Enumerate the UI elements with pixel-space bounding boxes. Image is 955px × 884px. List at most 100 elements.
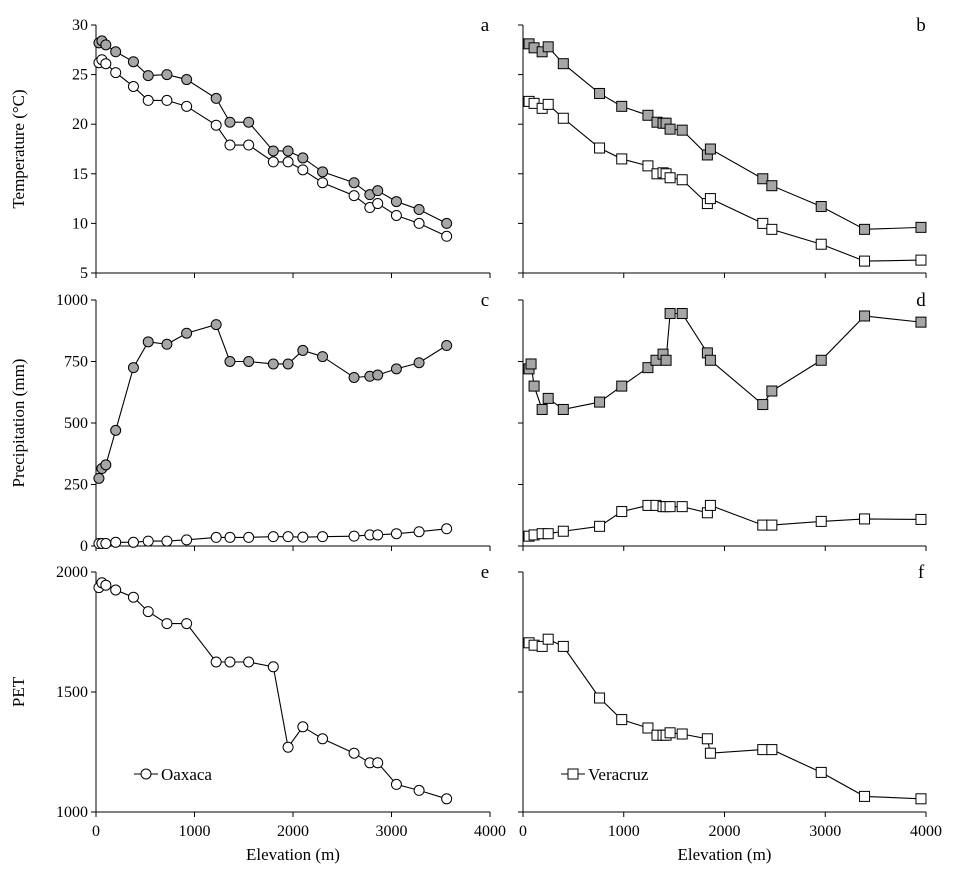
legend-label: Veracruz (588, 765, 649, 784)
y-axis-title: Temperature (°C) (9, 89, 28, 208)
data-point (127, 536, 139, 548)
series-line (528, 43, 921, 230)
data-point (536, 640, 548, 652)
x-tick-label: 4000 (474, 823, 506, 840)
data-point (542, 41, 554, 53)
data-point (757, 217, 769, 229)
series-line (528, 100, 921, 262)
data-point (815, 766, 827, 778)
data-point (441, 793, 453, 805)
data-point (766, 385, 778, 397)
data-point (161, 618, 173, 630)
data-point (915, 254, 927, 266)
data-point (757, 744, 769, 756)
data-point (557, 58, 569, 70)
data-point (528, 380, 540, 392)
data-point (100, 459, 112, 471)
data-point (142, 70, 154, 82)
y-tick-label: 2000 (56, 564, 88, 581)
data-point (100, 58, 112, 70)
y-tick-label: 1000 (56, 804, 88, 821)
y-tick-label: 30 (72, 17, 88, 34)
y-tick-label: 250 (64, 477, 88, 494)
data-point (413, 204, 425, 216)
x-axis-title: Elevation (m) (246, 845, 340, 864)
data-point (815, 515, 827, 527)
panel-letter: c (481, 290, 489, 311)
data-point (390, 209, 402, 221)
data-point (594, 87, 606, 99)
data-point (704, 193, 716, 205)
data-point (267, 156, 279, 168)
y-tick-label: 1000 (56, 292, 88, 309)
data-point (282, 358, 294, 370)
data-point (348, 530, 360, 542)
data-point (243, 656, 255, 668)
data-point (594, 142, 606, 154)
data-point (267, 145, 279, 157)
data-point (664, 172, 676, 184)
data-point (642, 722, 654, 734)
data-point (243, 116, 255, 128)
data-point (859, 790, 871, 802)
data-point (441, 340, 453, 352)
data-point (224, 116, 236, 128)
data-point (267, 661, 279, 673)
data-point (413, 357, 425, 369)
panel-f: 0 1000 2000 3000 4000 f Elevation (m) Veracruz (518, 562, 942, 864)
data-point (210, 319, 222, 331)
data-point (704, 499, 716, 511)
data-point (348, 190, 360, 202)
data-point (348, 747, 360, 759)
data-point (110, 584, 122, 596)
data-point (317, 351, 329, 363)
data-point (243, 139, 255, 151)
data-point (859, 513, 871, 525)
data-point (616, 380, 628, 392)
data-point (766, 519, 778, 531)
data-point (93, 472, 105, 484)
data-point (660, 354, 672, 366)
y-tick-label: 25 (72, 67, 88, 84)
data-point (210, 531, 222, 543)
y-tick-label: 1500 (56, 684, 88, 701)
panel-c: 0 250 500 750 1000 c Precipitation (mm) (9, 290, 491, 555)
data-point (676, 501, 688, 513)
data-point (642, 160, 654, 172)
data-point (110, 46, 122, 58)
data-point (348, 371, 360, 383)
x-tick-label: 2000 (277, 823, 309, 840)
data-point (676, 308, 688, 320)
data-point (181, 74, 193, 86)
data-point (704, 143, 716, 155)
data-point (317, 733, 329, 745)
data-point (616, 100, 628, 112)
data-point (161, 69, 173, 81)
data-point (413, 217, 425, 229)
data-point (181, 327, 193, 339)
panel-a: 5 10 15 20 25 30 a Temperature (°C) (9, 15, 491, 282)
data-point (859, 255, 871, 267)
data-point (542, 392, 554, 404)
data-point (664, 308, 676, 320)
x-tick-label: 1000 (179, 823, 211, 840)
data-point (372, 185, 384, 197)
data-point (704, 354, 716, 366)
data-point (224, 139, 236, 151)
data-point (676, 124, 688, 136)
data-point (317, 531, 329, 543)
data-point (542, 633, 554, 645)
data-point (110, 536, 122, 548)
data-point (815, 354, 827, 366)
data-point (210, 656, 222, 668)
data-point (664, 501, 676, 513)
data-point (915, 316, 927, 328)
data-point (161, 94, 173, 106)
data-point (664, 727, 676, 739)
data-point (372, 369, 384, 381)
data-point (859, 223, 871, 235)
data-point (859, 310, 871, 322)
series-line (98, 40, 447, 224)
data-point (757, 519, 769, 531)
data-point (161, 338, 173, 350)
